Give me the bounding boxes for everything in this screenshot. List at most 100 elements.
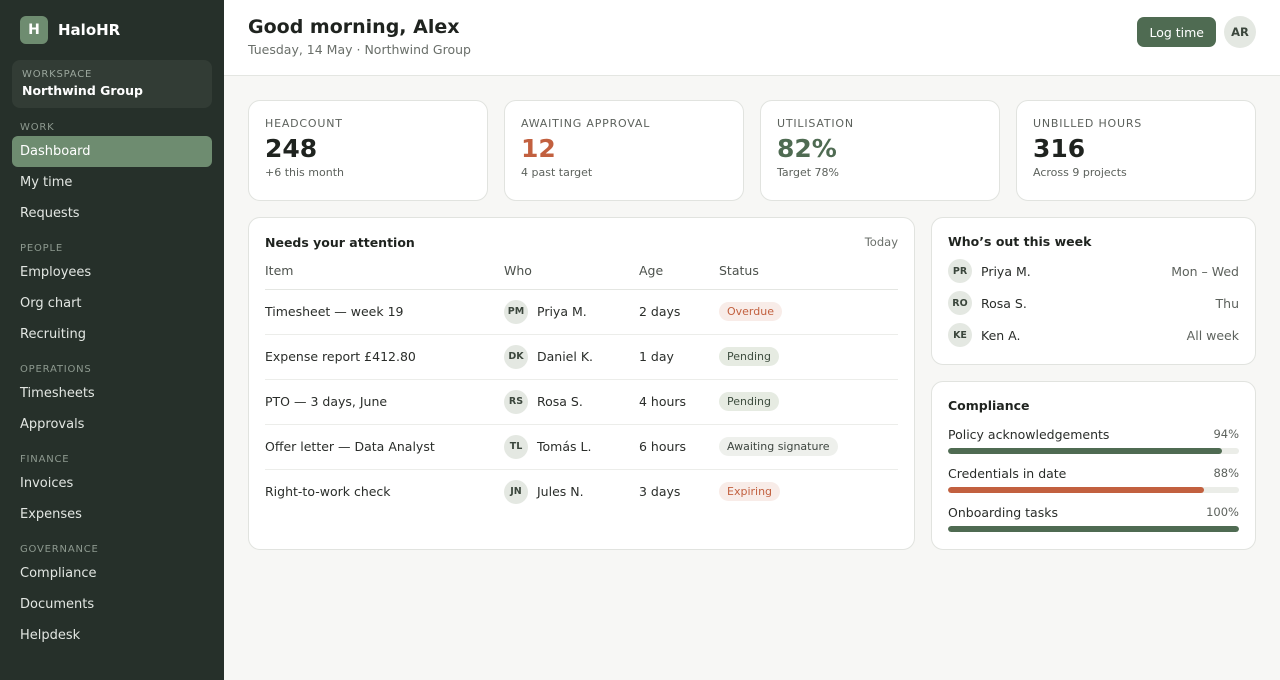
nav-section-people: PEOPLE [20,243,63,254]
stat-card-utilisation: UTILISATION 82% Target 78% [760,100,1000,201]
out-days: Thu [1215,295,1239,311]
status-badge: Overdue [719,302,782,321]
brand[interactable]: H HaloHR [12,16,212,44]
sidebar-nav: WORK Dashboard My time Requests PEOPLE Employ… [12,122,212,651]
row-age: 1 day [639,334,719,380]
avatar: RS [504,389,528,414]
sidebar-item-requests[interactable]: Requests [20,206,80,221]
out-this-week-title: Who’s out this week [948,234,1092,249]
row-who-name: Priya M. [537,304,587,319]
log-time-button[interactable]: Log time [1137,17,1216,47]
row-who: PM Priya M. [504,289,639,335]
list-item[interactable]: KE Ken A. All week [948,319,1239,351]
sidebar-item-employees[interactable]: Employees [20,265,92,280]
stat-subtext: 4 past target [521,166,593,179]
top-actions: Log time AR [1137,12,1256,52]
table-row[interactable]: Timesheet — week 19 PM Priya M. 2 days Overd… [265,289,898,335]
brand-name: HaloHR [58,21,121,39]
list-item[interactable]: PR Priya M. Mon – Wed [948,255,1239,287]
row-who-name: Tomás L. [537,439,592,454]
nav-section-work: WORK [20,122,55,133]
sidebar-item-org-chart[interactable]: Org chart [20,296,82,311]
progress-fill [948,526,1239,532]
out-this-week-card: Who’s out this week PR Priya M. Mon – Wed R… [931,217,1256,365]
topbar: Good morning, Alex Tuesday, 14 May · Nor… [224,0,1280,76]
stat-subtext: +6 this month [265,166,344,179]
avatar: RO [948,291,972,315]
greeting-block: Good morning, Alex Tuesday, 14 May · Nor… [248,16,471,75]
sidebar-item-approvals[interactable]: Approvals [20,417,85,432]
progress-track [948,448,1239,454]
row-item: Timesheet — week 19 [265,289,504,335]
sidebar-item-timesheets[interactable]: Timesheets [20,386,95,401]
row-status: Awaiting signature [719,424,898,470]
row-item: Right-to-work check [265,484,391,500]
table-row[interactable]: Right-to-work check JN Jules N. 3 days Expir… [265,469,898,514]
sidebar-item-my-time[interactable]: My time [20,175,73,190]
status-badge: Awaiting signature [719,437,838,456]
sidebar-item-documents[interactable]: Documents [20,597,95,612]
column-header-status: Status [719,263,898,290]
nav-section-operations: OPERATIONS [20,364,92,375]
sidebar: H HaloHR WORKSPACE Northwind Group WORK D… [0,0,224,680]
stat-value: 248 [265,134,318,163]
nav-section-finance: FINANCE [20,454,70,465]
progress-fill [948,487,1205,493]
out-person-name: Ken A. [981,327,1021,343]
stat-label: AWAITING APPROVAL [521,117,651,130]
sidebar-item-helpdesk[interactable]: Helpdesk [20,628,81,643]
workspace-name: Northwind Group [22,83,143,98]
row-age: 3 days [639,484,681,500]
page-title: Good morning, Alex [248,16,460,38]
nav-section-governance: GOVERNANCE [20,544,99,555]
stat-value: 82% [777,134,837,163]
row-who-name: Jules N. [537,484,584,500]
avatar: KE [948,323,972,347]
sidebar-item-recruiting[interactable]: Recruiting [20,327,86,342]
stat-label: HEADCOUNT [265,117,343,130]
page-subtitle: Tuesday, 14 May · Northwind Group [248,42,471,57]
row-status: Pending [719,379,898,425]
out-person-name: Priya M. [981,263,1031,279]
row-item: Offer letter — Data Analyst [265,424,504,470]
table-row[interactable]: Expense report £412.80 DK Daniel K. 1 day Pe… [265,334,898,380]
stat-value: 12 [521,134,556,163]
sidebar-item-compliance[interactable]: Compliance [20,566,97,581]
compliance-percent: 88% [1213,466,1239,480]
column-header-item: Item [265,263,504,290]
compliance-label: Credentials in date [948,466,1067,481]
row-who: TL Tomás L. [504,424,639,470]
compliance-item-onboarding-tasks: Onboarding tasks 100% [948,505,1239,532]
compliance-label: Onboarding tasks [948,505,1058,520]
progress-track [948,487,1239,493]
sidebar-item-expenses[interactable]: Expenses [20,507,82,522]
progress-fill [948,448,1222,454]
attention-meta: Today [864,235,898,249]
avatar: PR [948,259,972,283]
sidebar-item-dashboard[interactable]: Dashboard [12,136,212,167]
compliance-percent: 94% [1213,427,1239,441]
table-row[interactable]: Offer letter — Data Analyst TL Tomás L. 6 h… [265,424,898,470]
status-badge: Pending [719,392,779,411]
table-row[interactable]: PTO — 3 days, June RS Rosa S. 4 hours Pendin… [265,379,898,425]
compliance-card: Compliance Policy acknowledgements 94% Cre… [931,381,1256,550]
row-age: 4 hours [639,379,719,425]
attention-card: Needs your attention Today Item Who Age … [248,217,915,550]
avatar: TL [504,434,528,459]
sidebar-item-invoices[interactable]: Invoices [20,476,74,491]
row-status: Pending [719,334,898,380]
stat-value: 316 [1033,134,1086,163]
row-who: DK Daniel K. [504,334,639,380]
workspace-switcher[interactable]: WORKSPACE Northwind Group [12,60,212,108]
stat-card-awaiting-approval: AWAITING APPROVAL 12 4 past target [504,100,744,201]
list-item[interactable]: RO Rosa S. Thu [948,287,1239,319]
user-avatar[interactable]: AR [1224,16,1256,48]
stat-subtext: Across 9 projects [1033,166,1127,179]
stat-cards: HEADCOUNT 248 +6 this month AWAITING APPROV… [248,100,1256,201]
compliance-label: Policy acknowledgements [948,427,1110,442]
row-who-name: Rosa S. [537,394,583,409]
stat-label: UTILISATION [777,117,854,130]
workspace-label: WORKSPACE [22,69,93,80]
row-who: JN Jules N. [504,469,639,514]
stat-card-unbilled-hours: UNBILLED HOURS 316 Across 9 projects [1016,100,1256,201]
